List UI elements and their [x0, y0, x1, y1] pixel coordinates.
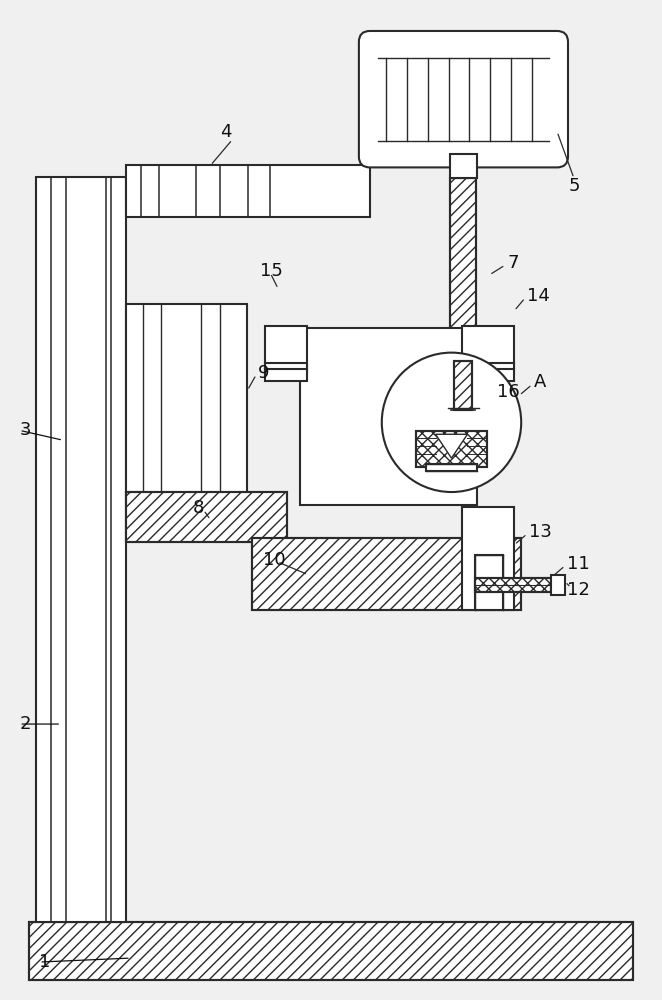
Bar: [416, 431, 487, 467]
Bar: [265, 326, 307, 368]
Text: 15: 15: [260, 262, 283, 280]
Bar: [29, 922, 633, 980]
Bar: [300, 328, 477, 505]
Bar: [463, 326, 514, 368]
Text: 9: 9: [258, 364, 270, 382]
Bar: [126, 304, 248, 495]
Text: A: A: [534, 373, 547, 391]
Bar: [451, 178, 477, 395]
Bar: [252, 538, 521, 610]
Bar: [126, 492, 287, 542]
Bar: [29, 922, 633, 980]
Bar: [475, 555, 503, 610]
Text: 13: 13: [529, 523, 552, 541]
Bar: [455, 361, 473, 410]
Bar: [252, 538, 521, 610]
Text: 7: 7: [507, 254, 519, 272]
Bar: [475, 578, 551, 592]
Text: 4: 4: [220, 123, 232, 141]
Bar: [126, 165, 370, 217]
Text: 10: 10: [263, 551, 286, 569]
Bar: [551, 575, 565, 595]
Bar: [126, 492, 287, 542]
Bar: [463, 369, 514, 381]
Text: 11: 11: [567, 555, 590, 573]
Bar: [426, 464, 477, 471]
Bar: [475, 578, 551, 592]
Polygon shape: [436, 434, 467, 458]
Text: 1: 1: [39, 953, 50, 971]
Bar: [449, 154, 477, 178]
Text: 2: 2: [19, 715, 31, 733]
FancyBboxPatch shape: [359, 31, 568, 167]
Text: 14: 14: [527, 287, 550, 305]
Bar: [265, 369, 307, 381]
Text: 12: 12: [567, 581, 590, 599]
Bar: [36, 177, 126, 922]
Text: 8: 8: [193, 499, 204, 517]
Text: 3: 3: [19, 421, 31, 439]
Circle shape: [382, 353, 521, 492]
Bar: [463, 507, 514, 610]
Text: 16: 16: [497, 383, 520, 401]
Bar: [416, 431, 487, 467]
Bar: [451, 178, 477, 395]
Bar: [455, 361, 473, 410]
Bar: [463, 363, 514, 373]
Text: 5: 5: [569, 177, 581, 195]
Bar: [265, 363, 307, 373]
